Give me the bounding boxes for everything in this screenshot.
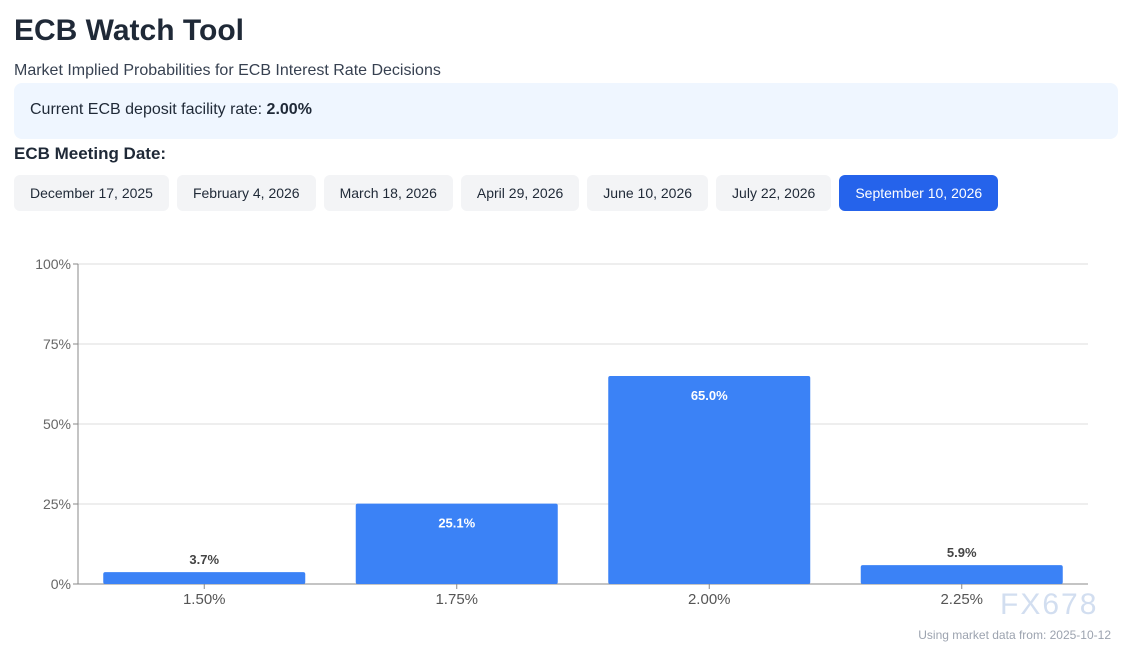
bar [860, 565, 1063, 584]
current-rate-label: Current ECB deposit facility rate: [30, 101, 267, 118]
data-date-footer: Using market data from: 2025-10-12 [918, 628, 1111, 642]
y-tick-label: 75% [43, 336, 71, 352]
date-button[interactable]: December 17, 2025 [14, 175, 169, 211]
y-tick-label: 25% [43, 496, 71, 512]
page-title: ECB Watch Tool [14, 14, 244, 47]
current-rate-value: 2.00% [266, 101, 312, 118]
x-tick-label: 1.75% [435, 591, 478, 608]
data-label: 3.7% [189, 552, 219, 567]
date-button[interactable]: March 18, 2026 [323, 175, 453, 211]
watermark: FX678 [1000, 588, 1099, 621]
data-label: 25.1% [438, 516, 475, 531]
date-button[interactable]: February 4, 2026 [176, 175, 316, 211]
bar [103, 572, 306, 584]
date-button-selected[interactable]: September 10, 2026 [839, 175, 999, 211]
data-label: 5.9% [947, 545, 977, 560]
y-tick-label: 100% [35, 256, 71, 272]
date-button[interactable]: July 22, 2026 [716, 175, 832, 211]
y-tick-label: 50% [43, 416, 71, 432]
meeting-date-label: ECB Meeting Date: [14, 144, 167, 163]
x-tick-label: 2.25% [940, 591, 983, 608]
page-subtitle: Market Implied Probabilities for ECB Int… [14, 62, 441, 79]
x-tick-label: 2.00% [688, 591, 731, 608]
date-button[interactable]: April 29, 2026 [460, 175, 580, 211]
bar [608, 376, 811, 584]
bar [355, 503, 558, 584]
date-button[interactable]: June 10, 2026 [587, 175, 709, 211]
meeting-date-selector: December 17, 2025 February 4, 2026 March… [14, 175, 999, 211]
x-tick-label: 1.50% [183, 591, 226, 608]
y-tick-label: 0% [51, 576, 71, 592]
current-rate-box: Current ECB deposit facility rate: 2.00% [14, 83, 1118, 139]
data-label: 65.0% [691, 388, 728, 403]
